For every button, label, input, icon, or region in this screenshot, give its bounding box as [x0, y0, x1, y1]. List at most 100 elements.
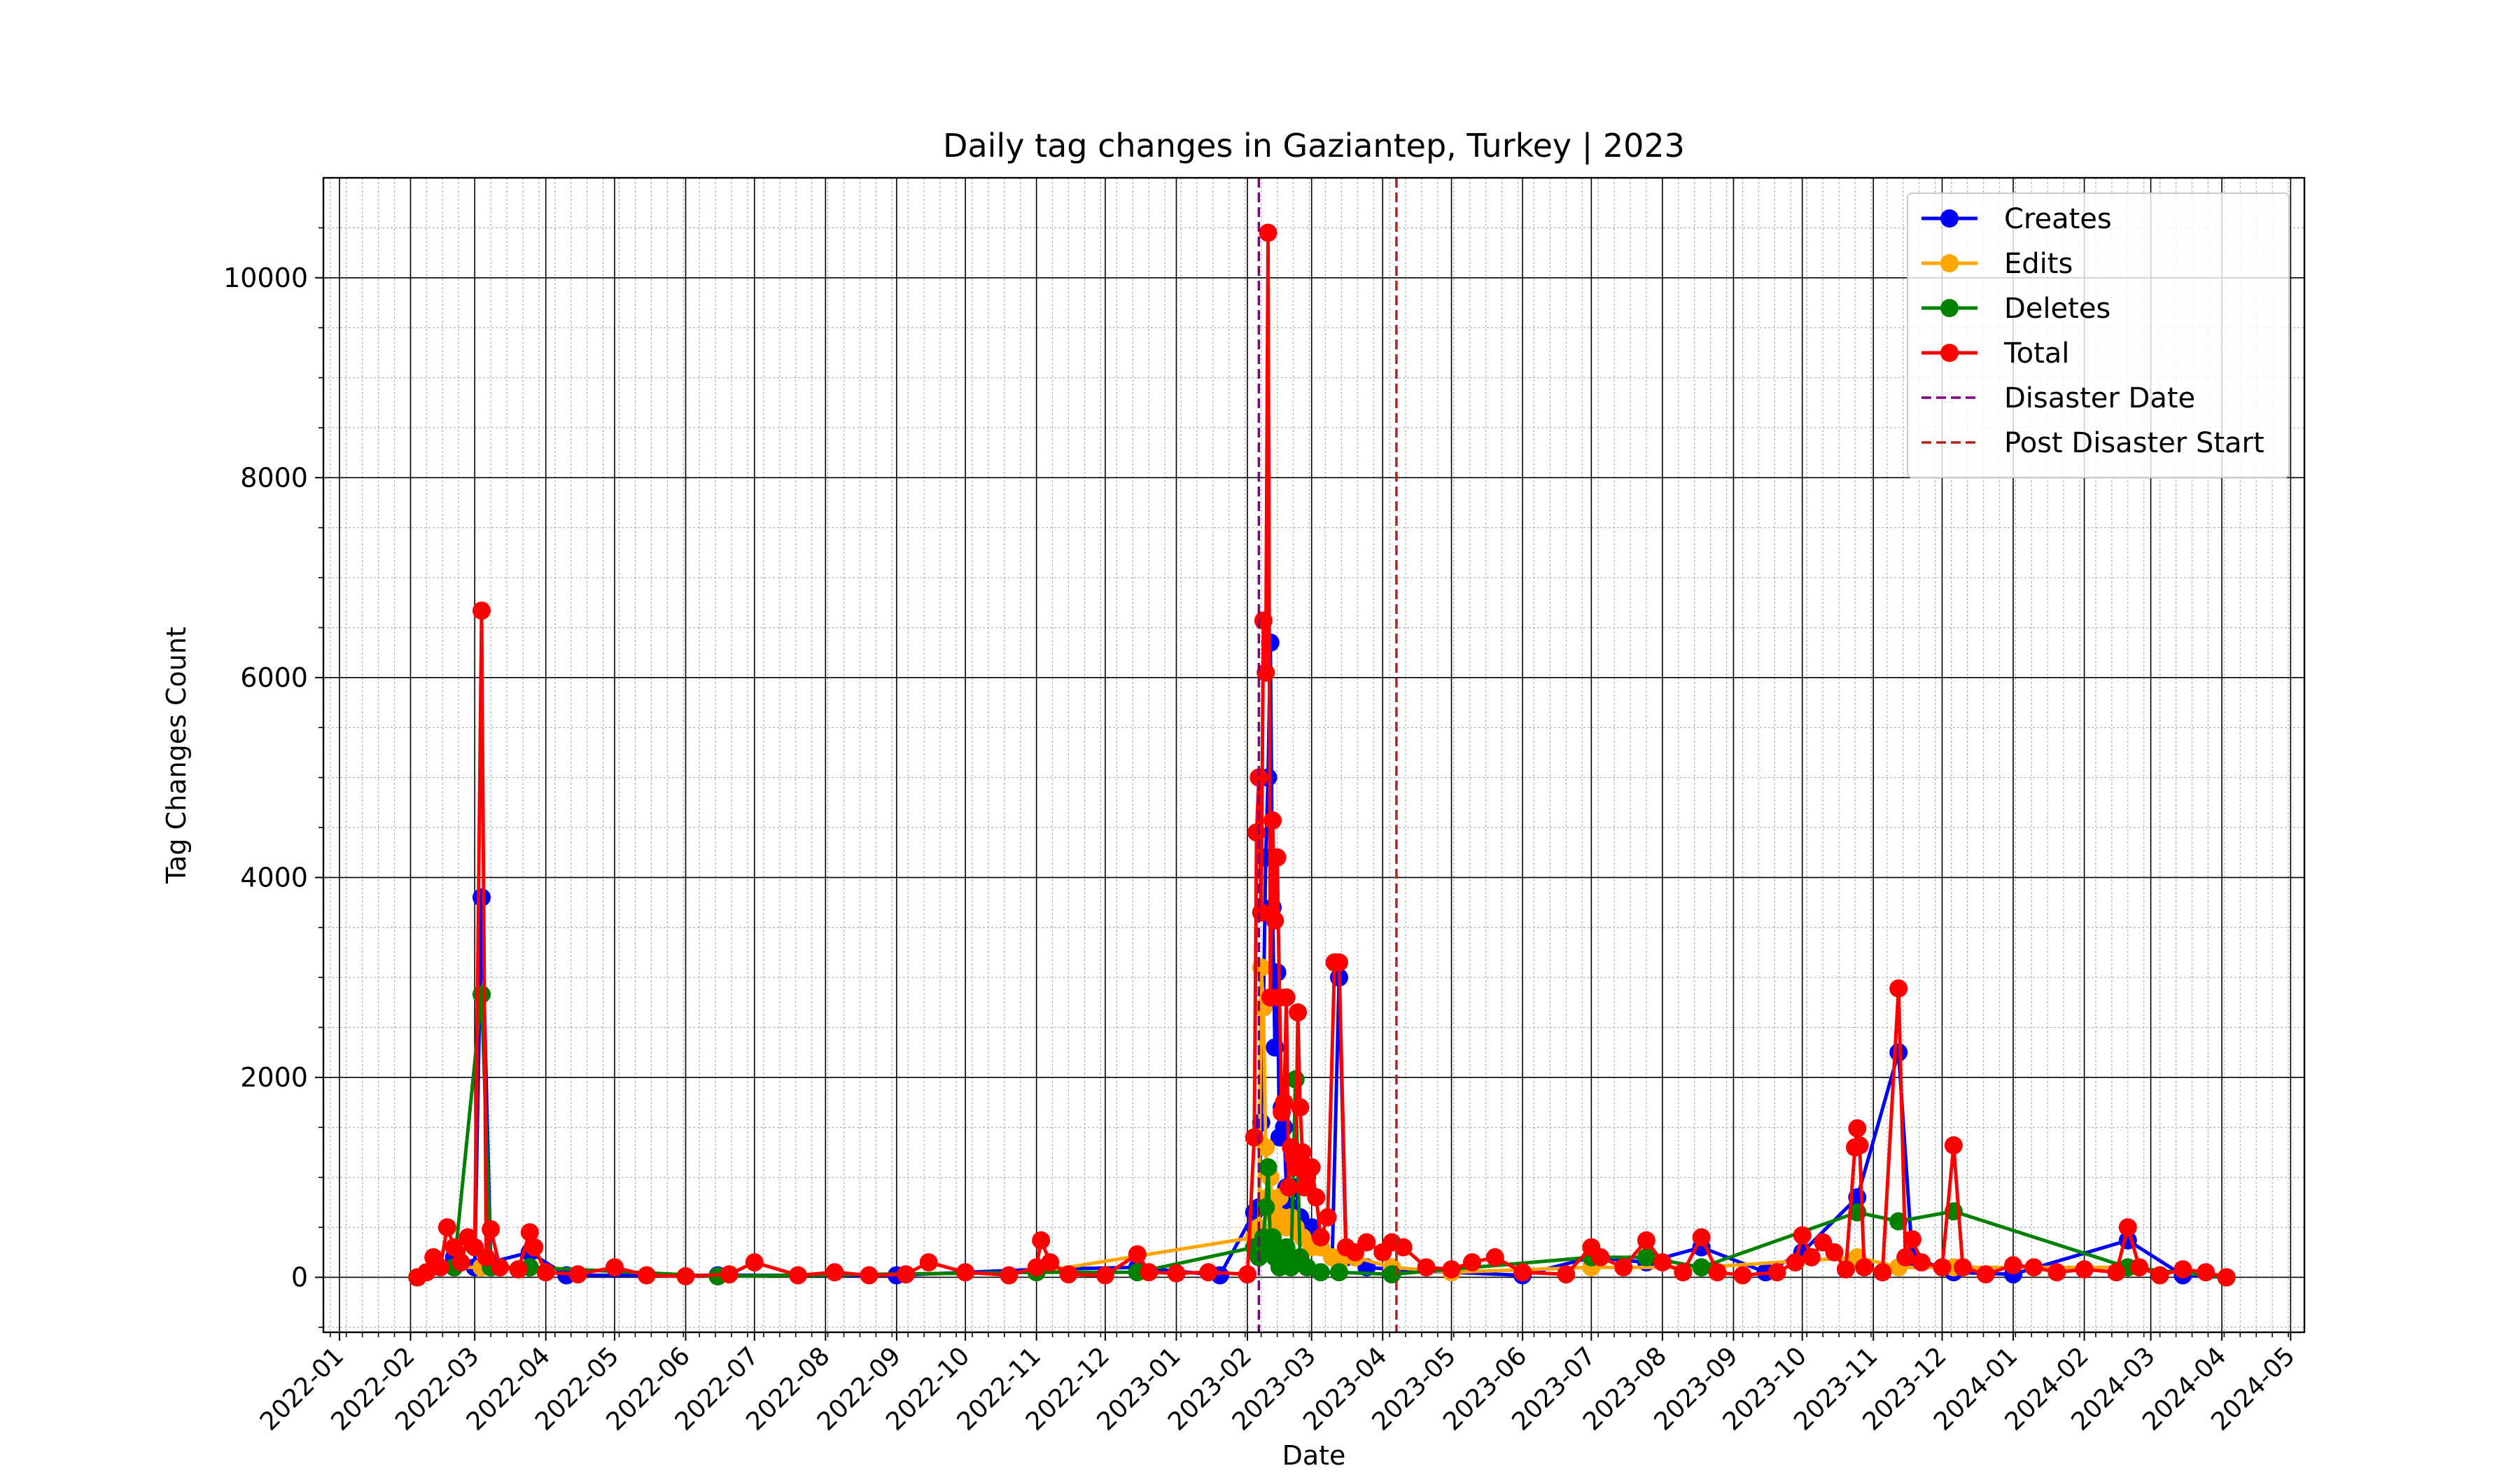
- data-point: [1513, 1263, 1532, 1282]
- data-point: [1302, 1158, 1321, 1177]
- data-point: [520, 1223, 539, 1242]
- data-point: [1199, 1263, 1218, 1282]
- data-point: [1954, 1258, 1972, 1277]
- data-point: [919, 1253, 938, 1272]
- data-point: [431, 1258, 449, 1277]
- y-tick-label: 6000: [240, 662, 308, 693]
- data-point: [1825, 1243, 1844, 1262]
- legend: Creates Edits Deletes Total Disaster Date Pos…: [1907, 193, 2290, 478]
- data-point: [1357, 1233, 1376, 1252]
- data-point: [1250, 768, 1268, 787]
- chart-title: Daily tag changes in Gaziantep, Turkey |…: [943, 127, 1685, 165]
- data-point: [1330, 1263, 1348, 1282]
- data-point: [1140, 1263, 1158, 1282]
- data-point: [1167, 1264, 1186, 1283]
- data-point: [1289, 1003, 1308, 1022]
- data-point: [1653, 1253, 1672, 1272]
- data-point: [2075, 1260, 2094, 1279]
- legend-item: Creates: [1921, 203, 2112, 235]
- data-point: [477, 1248, 496, 1266]
- data-point: [1275, 1093, 1294, 1112]
- data-point: [1264, 811, 1282, 830]
- y-tick-label: 2000: [240, 1062, 308, 1093]
- data-point: [606, 1258, 624, 1277]
- data-point: [438, 1218, 456, 1237]
- data-point: [860, 1266, 878, 1285]
- data-point: [2107, 1263, 2126, 1282]
- legend-label: Creates: [2004, 203, 2112, 235]
- data-point: [536, 1263, 555, 1282]
- data-point: [1259, 223, 1278, 242]
- legend-label: Deletes: [2004, 293, 2110, 325]
- data-point: [1247, 823, 1266, 842]
- data-point: [1256, 1198, 1275, 1217]
- data-point: [525, 1238, 544, 1257]
- data-point: [1850, 1136, 1869, 1154]
- data-point: [1330, 953, 1348, 972]
- data-point: [568, 1265, 587, 1284]
- data-point: [1032, 1231, 1051, 1250]
- data-point: [1277, 1238, 1296, 1257]
- data-point: [1733, 1266, 1752, 1285]
- data-point: [417, 1263, 436, 1282]
- data-point: [2047, 1263, 2066, 1282]
- data-point: [789, 1266, 807, 1285]
- data-point: [1245, 1128, 1264, 1147]
- legend-label: Total: [2003, 337, 2069, 370]
- legend-label: Post Disaster Start: [2004, 427, 2264, 459]
- data-point: [1382, 1265, 1401, 1284]
- data-point: [1802, 1248, 1821, 1266]
- data-point: [472, 985, 491, 1004]
- data-point: [1417, 1258, 1436, 1277]
- data-point: [1298, 1258, 1317, 1277]
- x-axis-label: Date: [1282, 1440, 1346, 1470]
- data-point: [1855, 1258, 1874, 1277]
- legend-item: Post Disaster Start: [1921, 427, 2264, 459]
- data-point: [1463, 1253, 1481, 1272]
- data-point: [1442, 1260, 1461, 1279]
- data-point: [637, 1266, 656, 1285]
- data-point: [1557, 1265, 1576, 1284]
- data-point: [2174, 1260, 2192, 1279]
- data-point: [1768, 1263, 1786, 1282]
- data-point: [509, 1260, 528, 1279]
- data-point: [2217, 1268, 2236, 1287]
- data-point: [1786, 1253, 1805, 1272]
- data-point: [2004, 1256, 2022, 1275]
- data-point: [472, 888, 491, 907]
- data-point: [1293, 1143, 1312, 1161]
- data-point: [1252, 903, 1270, 922]
- data-point: [676, 1267, 695, 1285]
- data-point: [1944, 1136, 1963, 1154]
- series-total: [408, 223, 2236, 1287]
- data-point: [1903, 1230, 1921, 1249]
- data-point: [1096, 1266, 1114, 1285]
- plot-frame: [322, 176, 2306, 1334]
- y-tick-label: 0: [291, 1262, 308, 1292]
- y-tick-label: 8000: [240, 462, 308, 493]
- data-point: [1311, 1263, 1330, 1282]
- y-tick-label: 4000: [240, 862, 308, 893]
- data-point: [1256, 663, 1275, 682]
- data-point: [1027, 1258, 1046, 1277]
- data-point: [1873, 1263, 1892, 1282]
- data-point: [1266, 911, 1284, 930]
- data-point: [1912, 1253, 1931, 1272]
- data-point: [1128, 1245, 1147, 1264]
- data-point: [1268, 848, 1287, 867]
- data-point: [897, 1265, 915, 1284]
- data-point: [1933, 1258, 1952, 1277]
- data-point: [1793, 1226, 1812, 1245]
- legend-item: Edits: [1921, 248, 2073, 280]
- data-point: [1708, 1263, 1727, 1282]
- legend-label: Edits: [2004, 248, 2073, 280]
- legend-item: Total: [1921, 337, 2069, 370]
- data-point: [1637, 1248, 1656, 1266]
- data-point: [1268, 963, 1287, 982]
- data-point: [1836, 1260, 1855, 1279]
- data-point: [1059, 1265, 1078, 1284]
- y-tick-label: 10000: [223, 263, 308, 293]
- data-point: [1591, 1248, 1610, 1266]
- data-point: [1280, 1178, 1298, 1196]
